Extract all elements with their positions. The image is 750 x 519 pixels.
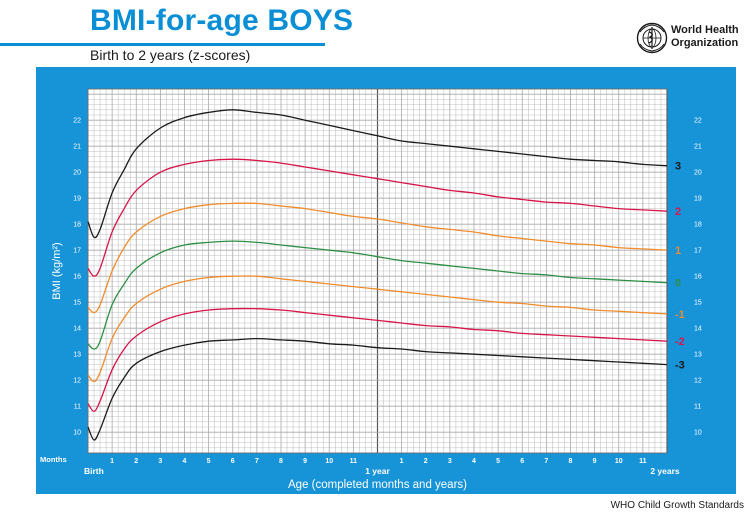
x-tick-label: 5: [207, 458, 211, 465]
who-emblem-icon: [636, 22, 668, 54]
x-tick-label: Birth: [84, 466, 104, 476]
x-tick-label: 3: [448, 458, 452, 465]
y-tick-label-left: 17: [73, 248, 81, 255]
y-tick-label-left: 10: [73, 430, 81, 437]
x-tick-label: 10: [325, 458, 333, 465]
y-tick-label-right: 20: [694, 170, 702, 177]
x-tick-label: 2: [134, 458, 138, 465]
y-tick-label-right: 13: [694, 352, 702, 359]
y-tick-label-left: 16: [73, 274, 81, 281]
y-tick-label-left: 20: [73, 170, 81, 177]
z-score-labels: 3 2 1 0 -1 -2 -3: [675, 161, 685, 372]
y-tick-label-right: 17: [694, 248, 702, 255]
y-tick-label-right: 19: [694, 196, 702, 203]
zscore-curve-3: [87, 109, 668, 239]
zscore-label-0: 0: [675, 278, 681, 290]
x-tick-label: 4: [183, 458, 187, 465]
zscore-label-2: 2: [675, 206, 681, 218]
x-axis-title: Age (completed months and years): [288, 479, 467, 491]
footer-source: WHO Child Growth Standards: [610, 500, 744, 511]
zscore-curve-0: [87, 240, 668, 350]
y-tick-label-left: 19: [73, 196, 81, 203]
y-axis-title: BMI (kg/m²): [51, 242, 63, 299]
x-tick-label: 1 year: [365, 466, 390, 476]
x-tick-label: 5: [496, 458, 500, 465]
grid-lines: [87, 88, 668, 454]
x-tick-label: 8: [569, 458, 573, 465]
x-tick-label: 1: [110, 458, 114, 465]
zscore-curve-2: [87, 158, 668, 277]
y-tick-label-right: 11: [694, 404, 701, 411]
zscore-curve--1: [87, 275, 668, 383]
x-tick-label: 1: [400, 458, 404, 465]
y-tick-label-left: 21: [73, 144, 81, 151]
y-tick-label-left: 22: [73, 118, 81, 125]
page-title: BMI-for-age BOYS: [90, 4, 354, 37]
x-tick-label: 9: [303, 458, 307, 465]
y-tick-label-right: 12: [694, 378, 702, 385]
x-tick-label: 2 years: [650, 466, 680, 476]
zscore-label--1: -1: [675, 309, 685, 321]
x-tick-label: 11: [639, 458, 647, 465]
y-tick-label-right: 18: [694, 222, 702, 229]
zscore-curve--2: [87, 307, 668, 413]
y-tick-label-left: 18: [73, 222, 81, 229]
y-tick-label-right: 15: [694, 300, 702, 307]
zscore-curve--3: [87, 337, 668, 441]
x-tick-label: 6: [520, 458, 524, 465]
zscore-curve-1: [87, 202, 668, 314]
zscore-label-3: 3: [675, 161, 681, 173]
plot-border: [87, 88, 668, 454]
y-tick-label-left: 12: [73, 378, 81, 385]
x-tick-label: 9: [593, 458, 597, 465]
y-tick-label-right: 16: [694, 274, 702, 281]
x-tick-label: 8: [279, 458, 283, 465]
x-tick-label: 3: [158, 458, 162, 465]
y-tick-label-left: 13: [73, 352, 81, 359]
x-unit-label: Months: [40, 455, 67, 464]
y-tick-label-right: 22: [694, 118, 702, 125]
page-subtitle: Birth to 2 years (z-scores): [90, 47, 251, 63]
z-score-curves: [87, 109, 668, 441]
y-tick-label-left: 15: [73, 300, 81, 307]
zscore-label--2: -2: [675, 336, 685, 348]
x-tick-label: 7: [544, 458, 548, 465]
x-tick-label: 7: [255, 458, 259, 465]
who-logo: World Health Organization: [636, 22, 748, 56]
zscore-label-1: 1: [675, 245, 681, 257]
x-tick-label: 6: [231, 458, 235, 465]
y-tick-label-left: 11: [74, 404, 81, 411]
y-tick-label-right: 10: [694, 430, 702, 437]
x-tick-label: 2: [424, 458, 428, 465]
who-name-line1: World Health: [671, 24, 739, 36]
x-tick-label: 11: [350, 458, 358, 465]
y-tick-label-left: 14: [73, 326, 81, 333]
who-name-line2: Organization: [671, 37, 739, 49]
y-tick-label-right: 14: [694, 326, 702, 333]
who-name: World Health Organization: [671, 24, 749, 50]
x-tick-label: 10: [615, 458, 623, 465]
title-underline: [0, 43, 325, 46]
y-tick-label-right: 21: [694, 144, 702, 151]
x-tick-label: 4: [472, 458, 476, 465]
zscore-label--3: -3: [675, 360, 685, 372]
